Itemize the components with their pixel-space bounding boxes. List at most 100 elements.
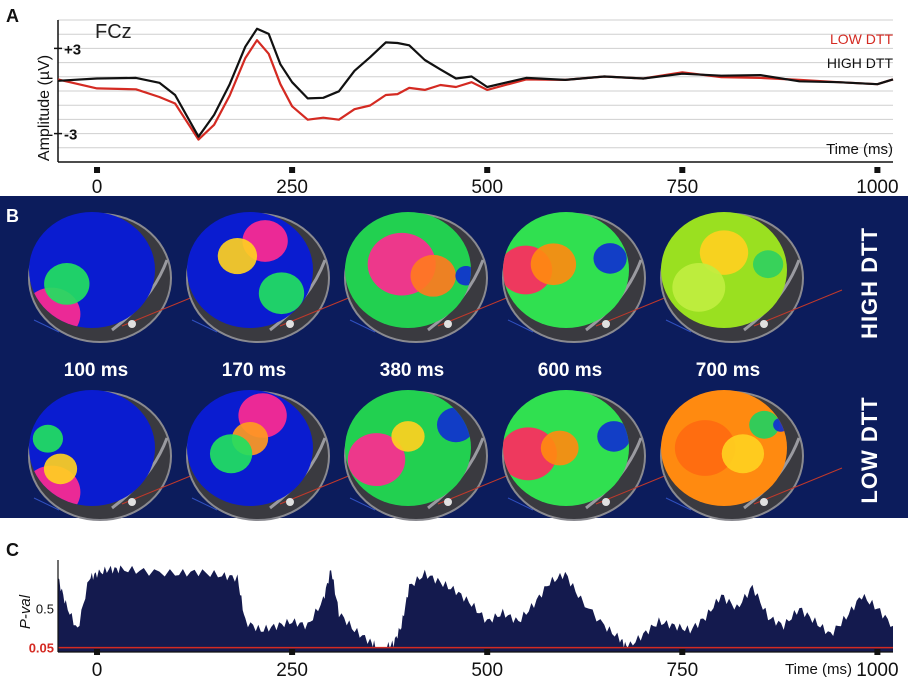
- topo-map-fill: [187, 212, 313, 328]
- nose-marker: [760, 320, 768, 328]
- topo-map-fill: [187, 390, 313, 506]
- x-tick: [874, 167, 881, 173]
- row-label-high-dtt: HIGH DTT: [857, 227, 882, 339]
- x-tick-label: 250: [276, 177, 308, 198]
- topo-blob: [752, 250, 784, 279]
- topo-blob: [721, 434, 765, 474]
- topo-map-fill: [503, 390, 629, 506]
- x-tick-label: 500: [471, 177, 503, 198]
- topo-head-0-2: [344, 212, 527, 343]
- axis-line: [665, 497, 692, 511]
- axis-line: [191, 497, 218, 511]
- topo-head-1-0: [28, 390, 211, 521]
- x-tick-label: 500: [471, 660, 503, 681]
- nose-marker: [444, 498, 452, 506]
- nose-marker: [128, 320, 136, 328]
- time-label-700: 700 ms: [696, 360, 760, 381]
- topo-blob: [44, 263, 90, 305]
- x-tick: [679, 649, 686, 655]
- low-dtt-line: [57, 39, 894, 141]
- topo-blob: [503, 427, 557, 481]
- axis-line: [665, 319, 692, 333]
- topo-blob: [593, 243, 627, 274]
- x-tick: [289, 167, 296, 173]
- x-tick-label: 0: [92, 177, 103, 198]
- axis-line: [507, 497, 534, 511]
- time-label-600: 600 ms: [538, 360, 602, 381]
- axis-line: [33, 497, 60, 511]
- nose-marker: [602, 320, 610, 328]
- time-label-100: 100 ms: [64, 360, 128, 381]
- y-tick-label: +3: [64, 41, 81, 58]
- y-tick-label: 0.05: [29, 641, 54, 656]
- x-tick-label: 1000: [856, 177, 898, 198]
- topo-map-fill: [345, 390, 471, 506]
- panel-b-topographic-maps: B 100 ms 170 ms 380 ms 600 ms 700 ms HIG…: [0, 196, 908, 521]
- nose-marker: [286, 498, 294, 506]
- x-tick-label: 750: [666, 177, 698, 198]
- panel-c-xaxis-label: Time (ms): [785, 661, 852, 678]
- topo-blob: [217, 237, 258, 275]
- topo-heads: [28, 212, 843, 521]
- x-tick: [94, 167, 101, 173]
- pvalue-area-fill: [58, 565, 893, 652]
- amplitude-axis-label: Amplitude (µV): [36, 55, 53, 161]
- topo-blob: [32, 424, 64, 453]
- nose-marker: [760, 498, 768, 506]
- row-label-low-dtt: LOW DTT: [857, 396, 882, 503]
- topo-map-fill: [661, 212, 787, 328]
- topo-blob: [43, 453, 78, 485]
- panel-a-erp-chart: A 0 250 500 750 1000+3-3 FCz Amplitude (µV) …: [6, 6, 899, 198]
- high-dtt-line: [57, 27, 894, 138]
- topo-blob: [410, 254, 456, 297]
- topo-head-0-4: [660, 212, 843, 343]
- nose-marker: [128, 498, 136, 506]
- panel-a-series: [57, 27, 894, 141]
- topo-head-1-4: [660, 390, 843, 521]
- topo-blob: [749, 410, 780, 439]
- topo-blob: [258, 272, 305, 315]
- topo-blob: [455, 266, 471, 286]
- topo-map-fill: [503, 212, 629, 328]
- axis-line: [349, 497, 376, 511]
- pvalue-axis-label: P-val: [17, 594, 34, 629]
- topo-blob: [347, 433, 406, 487]
- panel-b-letter: B: [6, 206, 19, 226]
- topo-blob: [672, 263, 726, 312]
- x-tick: [289, 649, 296, 655]
- axis-line: [507, 319, 534, 333]
- nose-marker: [444, 320, 452, 328]
- time-label-170: 170 ms: [222, 360, 286, 381]
- x-tick-label: 750: [666, 660, 698, 681]
- axis-line: [33, 319, 60, 333]
- topo-head-1-1: [186, 390, 369, 521]
- panel-c-letter: C: [6, 540, 19, 560]
- x-tick: [484, 649, 491, 655]
- topo-blob: [699, 230, 749, 275]
- panel-a-letter: A: [6, 6, 19, 26]
- legend-high-dtt: HIGH DTT: [827, 55, 894, 71]
- x-tick-label: 0: [92, 660, 103, 681]
- x-tick: [94, 649, 101, 655]
- x-tick-label: 250: [276, 660, 308, 681]
- panel-a-xaxis-label: Time (ms): [826, 141, 893, 158]
- topo-blob: [391, 421, 425, 452]
- electrode-label: FCz: [95, 21, 132, 43]
- topo-head-0-3: [502, 212, 685, 343]
- legend-low-dtt: LOW DTT: [830, 31, 893, 47]
- x-tick: [874, 649, 881, 655]
- panel-c-axes: 0 250 500 750 1000 0.5 0.05: [29, 560, 899, 681]
- topo-blob: [540, 430, 579, 466]
- topo-blob: [209, 434, 253, 474]
- topo-head-0-1: [186, 212, 369, 343]
- x-tick: [679, 167, 686, 173]
- pvalue-area: [58, 565, 893, 652]
- nose-marker: [286, 320, 294, 328]
- topo-map-fill: [661, 390, 787, 506]
- time-label-380: 380 ms: [380, 360, 444, 381]
- axis-line: [753, 289, 843, 327]
- axis-line: [753, 467, 843, 505]
- axis-line: [349, 319, 376, 333]
- topo-map-fill: [345, 212, 471, 328]
